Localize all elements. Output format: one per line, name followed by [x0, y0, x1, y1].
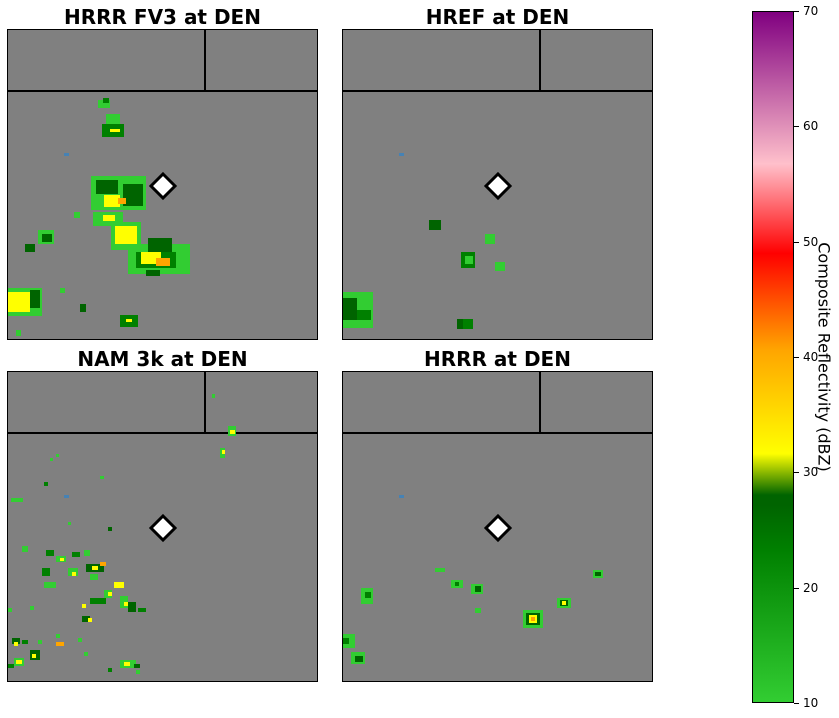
panel-title-hrrr-fv3: HRRR FV3 at DEN: [64, 5, 261, 29]
diamond-marker-icon: [483, 171, 513, 201]
map-panel-hrrr-fv3: [7, 29, 318, 340]
diamond-marker-icon: [483, 513, 513, 543]
reflectivity-field: [343, 30, 652, 329]
diamond-marker-icon: [148, 171, 178, 201]
colorbar-tick: [794, 703, 799, 704]
lake: [399, 495, 404, 498]
panel-title-href: HREF at DEN: [425, 5, 570, 29]
reflectivity-field: [8, 372, 317, 674]
colorbar-tick: [794, 472, 799, 474]
colorbar-tick-label: 60: [803, 119, 819, 134]
lake: [399, 153, 404, 156]
map-panel-nam-3k: [7, 371, 318, 682]
reflectivity-field: [343, 372, 652, 664]
colorbar: [752, 11, 794, 703]
colorbar-tick-label: 40: [803, 350, 819, 364]
colorbar-tick-label: 70: [803, 4, 819, 18]
colorbar-label: Composite Reflectivity (dBZ): [814, 242, 834, 472]
diamond-marker-icon: [148, 513, 178, 543]
map-panel-hrrr: [342, 371, 653, 682]
colorbar-tick-label: 10: [803, 696, 819, 710]
lake: [64, 495, 69, 498]
map-panel-href: [342, 29, 653, 340]
lake: [64, 153, 69, 156]
colorbar-tick-label: 30: [803, 465, 819, 480]
colorbar-tick: [794, 357, 799, 358]
colorbar-tick: [794, 11, 799, 12]
panel-title-nam-3k: NAM 3k at DEN: [77, 347, 248, 371]
colorbar-tick-label: 20: [803, 580, 819, 595]
panel-title-hrrr: HRRR at DEN: [424, 347, 571, 371]
colorbar-tick: [794, 587, 799, 589]
colorbar-tick-label: 50: [803, 234, 819, 249]
reflectivity-field: [8, 30, 317, 336]
colorbar-tick: [794, 241, 799, 243]
colorbar-tick: [794, 126, 799, 128]
